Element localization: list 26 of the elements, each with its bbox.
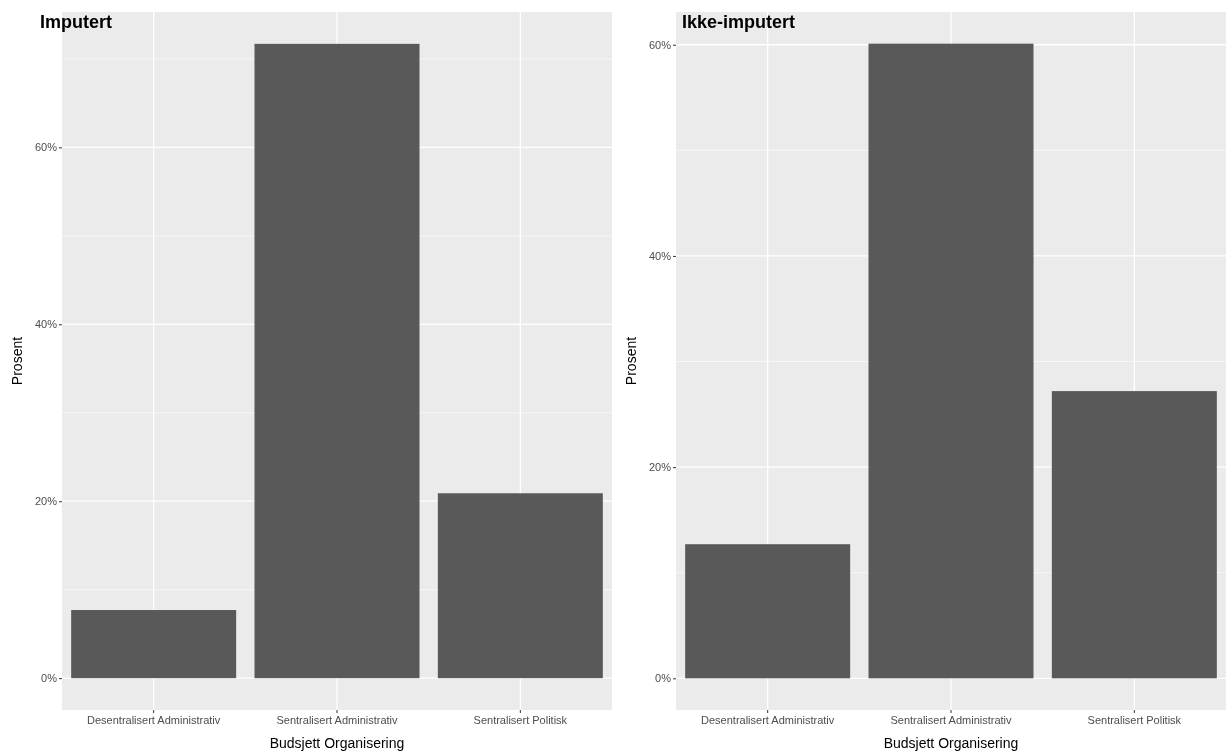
y-tick-label: 40%: [34, 318, 58, 331]
y-tick-label: 20%: [34, 495, 58, 508]
bar: [254, 43, 420, 679]
y-tick-label: 0%: [655, 672, 672, 685]
x-tick-label: Sentralisert Administrativ: [890, 713, 1013, 726]
bar: [685, 544, 851, 679]
y-axis-title: Prosent: [9, 336, 25, 386]
x-axis-title: Budsjett Organisering: [269, 735, 405, 751]
y-tick-label: 0%: [41, 672, 58, 685]
x-tick-label: Desentralisert Administrativ: [87, 713, 221, 726]
chart-title: Ikke-imputert: [682, 12, 796, 32]
x-tick-label: Desentralisert Administrativ: [701, 713, 835, 726]
bar: [71, 610, 237, 679]
y-tick-label: 40%: [648, 249, 672, 262]
chart-title: Imputert: [40, 12, 113, 32]
bar: [1051, 391, 1217, 679]
x-tick-label: Sentralisert Politisk: [473, 713, 568, 726]
x-tick-label: Sentralisert Politisk: [1087, 713, 1182, 726]
bar: [868, 43, 1034, 679]
y-tick-label: 60%: [34, 141, 58, 154]
y-tick-label: 20%: [648, 461, 672, 474]
y-axis-title: Prosent: [623, 336, 639, 386]
x-axis-title: Budsjett Organisering: [883, 735, 1019, 751]
bar: [437, 493, 603, 679]
y-tick-label: 60%: [648, 38, 672, 51]
x-tick-label: Sentralisert Administrativ: [276, 713, 399, 726]
